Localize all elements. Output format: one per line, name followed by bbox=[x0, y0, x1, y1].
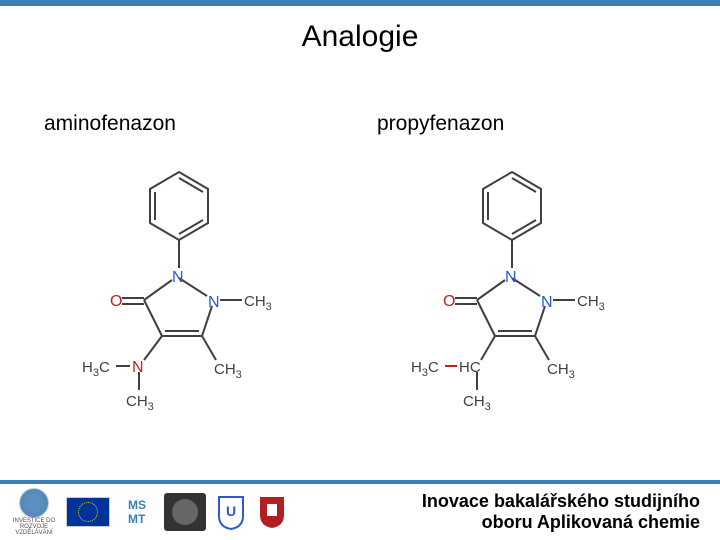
logo-chamber bbox=[256, 493, 288, 531]
svg-text:CH3: CH3 bbox=[126, 393, 154, 413]
logo-op-vk bbox=[164, 493, 206, 531]
compound-name-right: propyfenazon bbox=[377, 112, 680, 136]
svg-text:H3C: H3C bbox=[411, 359, 439, 379]
top-accent-bar bbox=[0, 0, 720, 6]
footer-line1: Inovace bakalářského studijního bbox=[422, 491, 700, 512]
svg-text:N: N bbox=[541, 294, 553, 311]
footer-text: Inovace bakalářského studijního oboru Ap… bbox=[422, 491, 720, 532]
svg-text:CH3: CH3 bbox=[577, 293, 605, 313]
svg-text:HC: HC bbox=[459, 359, 481, 376]
svg-text:N: N bbox=[505, 269, 517, 286]
logo-esf: INVESTICE DO ROZVOJE VZDĚLÁVÁNÍ bbox=[10, 491, 58, 533]
structure-propyfenazon: O N N CH3 CH3 H3C HC CH3 bbox=[377, 160, 647, 420]
compound-name-left: aminofenazon bbox=[44, 112, 347, 136]
logo-university: U bbox=[214, 493, 248, 531]
right-column: propyfenazon bbox=[347, 112, 680, 420]
svg-text:N: N bbox=[132, 359, 144, 376]
svg-text:N: N bbox=[172, 269, 184, 286]
content-columns: aminofenazon bbox=[0, 112, 720, 420]
structure-aminofenazon: O N N CH3 CH3 H3C N CH3 bbox=[44, 160, 314, 420]
slide-title: Analogie bbox=[0, 20, 720, 54]
logo-eu-flag bbox=[66, 497, 110, 527]
svg-text:O: O bbox=[110, 293, 122, 310]
svg-text:CH3: CH3 bbox=[547, 361, 575, 381]
svg-text:U: U bbox=[226, 503, 236, 519]
svg-text:O: O bbox=[443, 293, 455, 310]
footer-bar: INVESTICE DO ROZVOJE VZDĚLÁVÁNÍ MSMT U I… bbox=[0, 480, 720, 540]
left-column: aminofenazon bbox=[40, 112, 347, 420]
logo-msmt: MSMT bbox=[118, 493, 156, 531]
svg-text:H3C: H3C bbox=[82, 359, 110, 379]
svg-text:CH3: CH3 bbox=[244, 293, 272, 313]
svg-text:CH3: CH3 bbox=[463, 393, 491, 413]
svg-text:N: N bbox=[208, 294, 220, 311]
footer-logos: INVESTICE DO ROZVOJE VZDĚLÁVÁNÍ MSMT U bbox=[0, 484, 288, 540]
footer-line2: oboru Aplikovaná chemie bbox=[422, 512, 700, 533]
svg-text:CH3: CH3 bbox=[214, 361, 242, 381]
